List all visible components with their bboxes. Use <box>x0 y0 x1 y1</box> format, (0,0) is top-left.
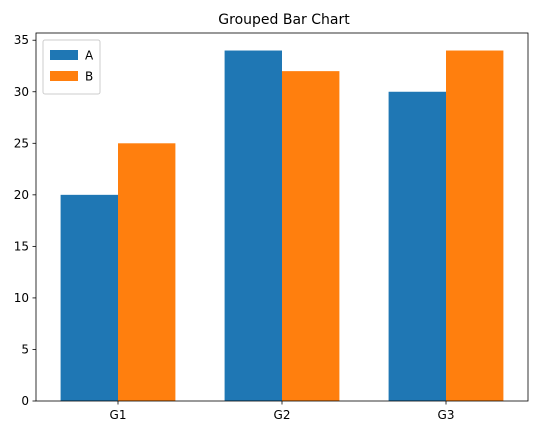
x-tick-label-G1: G1 <box>110 408 127 422</box>
bar-A-G3 <box>388 91 446 402</box>
y-tick-label: 35 <box>14 33 29 47</box>
y-tick-label: 25 <box>14 136 29 150</box>
legend-swatch-A <box>50 50 78 60</box>
y-tick-label: 0 <box>21 394 29 408</box>
legend-label-B: B <box>85 70 93 84</box>
chart-title: Grouped Bar Chart <box>218 12 350 28</box>
bar-B-G3 <box>446 50 504 402</box>
y-tick-label: 10 <box>14 291 29 305</box>
x-tick-label-G2: G2 <box>274 408 291 422</box>
y-tick-label: 20 <box>14 188 29 202</box>
y-tick-label: 15 <box>14 239 29 253</box>
bars-layer <box>60 50 504 402</box>
legend-swatch-B <box>50 71 78 81</box>
legend: AB <box>42 39 101 95</box>
bar-B-G2 <box>282 71 340 402</box>
y-tick-label: 30 <box>14 85 29 99</box>
bar-A-G1 <box>60 194 118 401</box>
legend-label-A: A <box>85 49 94 63</box>
bar-B-G1 <box>118 143 176 401</box>
x-axis: G1 G2 G3 <box>110 401 455 422</box>
y-tick-label: 5 <box>21 342 29 356</box>
bar-A-G2 <box>224 50 282 402</box>
x-tick-label-G3: G3 <box>438 408 455 422</box>
y-axis: 0 5 10 15 20 25 30 35 <box>14 33 36 408</box>
